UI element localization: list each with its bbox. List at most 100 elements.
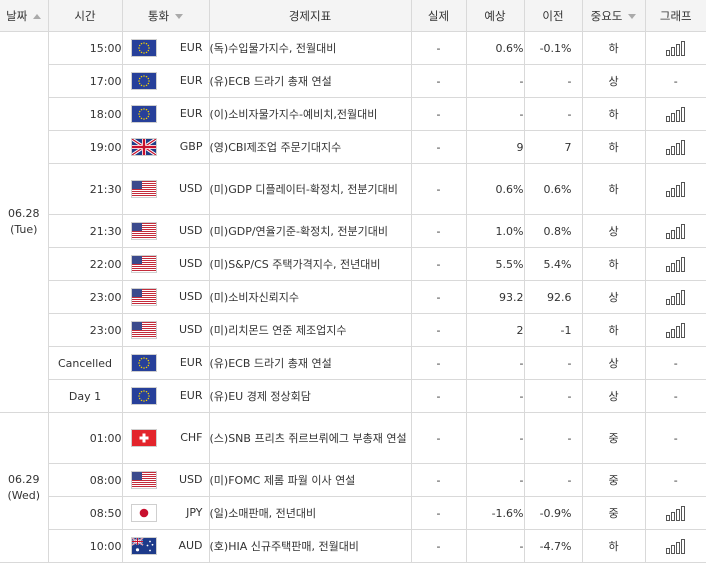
- importance-value: 상: [582, 280, 646, 314]
- table-row: 22:00 USD (미)S&P/CS 주택가격지수, 전년대비 -5.5% 5.4% 하: [0, 247, 706, 281]
- graph-cell[interactable]: [645, 214, 706, 248]
- actual-value: -: [411, 463, 467, 497]
- date-column-header[interactable]: 날짜: [0, 0, 49, 32]
- indicator-name[interactable]: (일)소매판매, 전년대비: [209, 496, 412, 530]
- time-cell: Day 1: [48, 379, 123, 413]
- currency-column-header[interactable]: 통화: [122, 0, 210, 32]
- us-flag-icon: [131, 322, 156, 338]
- table-row: 23:00 USD (미)리치몬드 연준 제조업지수 -2 -1 하: [0, 313, 706, 347]
- bar-chart-icon[interactable]: [665, 504, 687, 522]
- graph-cell[interactable]: [645, 163, 706, 215]
- bar-chart-icon[interactable]: [665, 180, 687, 198]
- flag-cell: EUR: [122, 346, 210, 380]
- bar-chart-icon[interactable]: [665, 321, 687, 339]
- time-cell: Cancelled: [48, 346, 123, 380]
- bar-chart-icon[interactable]: [665, 255, 687, 273]
- importance-value: 하: [582, 97, 646, 131]
- graph-cell[interactable]: [645, 31, 706, 65]
- actual-value: -: [411, 214, 467, 248]
- eu-flag-icon: [131, 388, 156, 404]
- uk-flag-icon: [131, 139, 156, 155]
- graph-cell[interactable]: [645, 280, 706, 314]
- time-cell: 08:50: [48, 496, 123, 530]
- graph-cell[interactable]: [645, 97, 706, 131]
- date-label: 06.29: [8, 472, 40, 486]
- currency-code: USD: [178, 473, 203, 486]
- time-cell: 23:00: [48, 280, 123, 314]
- table-row: 21:30 USD (미)GDP 디플레이터-확정치, 전분기대비 -0.6% 0.6%…: [0, 163, 706, 215]
- graph-cell[interactable]: [645, 529, 706, 563]
- importance-value: 상: [582, 64, 646, 98]
- bar-chart-icon[interactable]: [665, 288, 687, 306]
- flag-cell: USD: [122, 280, 210, 314]
- indicator-name[interactable]: (이)소비자물가지수-예비치,전월대비: [209, 97, 412, 131]
- bar-chart-icon[interactable]: [665, 138, 687, 156]
- graph-cell[interactable]: [645, 496, 706, 530]
- eu-flag-icon: [131, 106, 156, 122]
- actual-value: -: [411, 280, 467, 314]
- importance-column-header[interactable]: 중요도: [582, 0, 646, 32]
- indicator-name[interactable]: (미)GDP/연율기준-확정치, 전분기대비: [209, 214, 412, 248]
- table-row: 10:00 AUD (호)HIA 신규주택판매, 전월대비 - - -4.7% 하: [0, 529, 706, 563]
- actual-value: -: [411, 529, 467, 563]
- actual-value: -: [411, 130, 467, 164]
- currency-code: EUR: [179, 107, 203, 120]
- table-row: 08:50 JPY (일)소매판매, 전년대비 - -1.6% -0.9% 중: [0, 496, 706, 530]
- time-cell: 17:00: [48, 64, 123, 98]
- importance-value: 상: [582, 346, 646, 380]
- header-row: 날짜 시간 통화 경제지표 실제 예상 이전 중요도 그래프: [0, 0, 706, 32]
- importance-value: 상: [582, 214, 646, 248]
- flag-cell: USD: [122, 247, 210, 281]
- indicator-name[interactable]: (미)GDP 디플레이터-확정치, 전분기대비: [209, 163, 412, 215]
- forecast-column-header: 예상: [466, 0, 525, 32]
- indicator-name[interactable]: (스)SNB 프리츠 쥐르브뤼에그 부총재 연설: [209, 412, 412, 464]
- indicator-name[interactable]: (호)HIA 신규주택판매, 전월대비: [209, 529, 412, 563]
- flag-cell: USD: [122, 463, 210, 497]
- currency-code: AUD: [178, 539, 203, 552]
- table-row: 06.28 (Tue) 15:00 EUR (독)수입물가지수, 전월대비 -0.6% -0…: [0, 31, 706, 413]
- bar-chart-icon[interactable]: [665, 537, 687, 555]
- us-flag-icon: [131, 256, 156, 272]
- graph-cell[interactable]: [645, 247, 706, 281]
- bar-chart-icon[interactable]: [665, 39, 687, 57]
- currency-code: USD: [178, 323, 203, 336]
- indicator-name[interactable]: (미)소비자신뢰지수: [209, 280, 412, 314]
- sort-up-icon: [33, 13, 42, 19]
- table-row: 08:00 USD (미)FOMC 제롬 파월 이사 연설 - - - 중 -: [0, 463, 706, 497]
- table-row: 21:30 USD (미)GDP/연율기준-확정치, 전분기대비 -1.0% 0.8% 상: [0, 214, 706, 248]
- indicator-name[interactable]: (미)S&P/CS 주택가격지수, 전년대비: [209, 247, 412, 281]
- previous-value: -0.9%: [524, 496, 583, 530]
- table-row: Day 1 EUR (유)EU 경제 정상회담 - - - 상 -: [0, 379, 706, 413]
- flag-cell: EUR: [122, 97, 210, 131]
- forecast-value: -: [466, 346, 525, 380]
- flag-cell: AUD: [122, 529, 210, 563]
- indicator-name[interactable]: (유)EU 경제 정상회담: [209, 379, 412, 413]
- importance-value: 하: [582, 313, 646, 347]
- flag-cell: EUR: [122, 379, 210, 413]
- graph-cell: -: [645, 463, 706, 497]
- actual-value: -: [411, 31, 467, 65]
- time-cell: 21:30: [48, 163, 123, 215]
- flag-cell: EUR: [122, 64, 210, 98]
- time-cell: 23:00: [48, 313, 123, 347]
- indicator-name[interactable]: (미)FOMC 제롬 파월 이사 연설: [209, 463, 412, 497]
- indicator-name[interactable]: (영)CBI제조업 주문기대지수: [209, 130, 412, 164]
- flag-cell: CHF: [122, 412, 210, 464]
- indicator-name[interactable]: (미)리치몬드 연준 제조업지수: [209, 313, 412, 347]
- graph-cell[interactable]: [645, 313, 706, 347]
- bar-chart-icon[interactable]: [665, 222, 687, 240]
- indicator-name[interactable]: (유)ECB 드라기 총재 연설: [209, 64, 412, 98]
- indicator-name[interactable]: (유)ECB 드라기 총재 연설: [209, 346, 412, 380]
- importance-value: 상: [582, 379, 646, 413]
- time-cell: 10:00: [48, 529, 123, 563]
- previous-value: -: [524, 97, 583, 131]
- flag-cell: USD: [122, 214, 210, 248]
- flag-cell: USD: [122, 313, 210, 347]
- currency-code: USD: [178, 224, 203, 237]
- graph-column-header: 그래프: [645, 0, 706, 32]
- forecast-value: 9: [466, 130, 525, 164]
- indicator-name[interactable]: (독)수입물가지수, 전월대비: [209, 31, 412, 65]
- bar-chart-icon[interactable]: [665, 105, 687, 123]
- forecast-value: -1.6%: [466, 496, 525, 530]
- graph-cell[interactable]: [645, 130, 706, 164]
